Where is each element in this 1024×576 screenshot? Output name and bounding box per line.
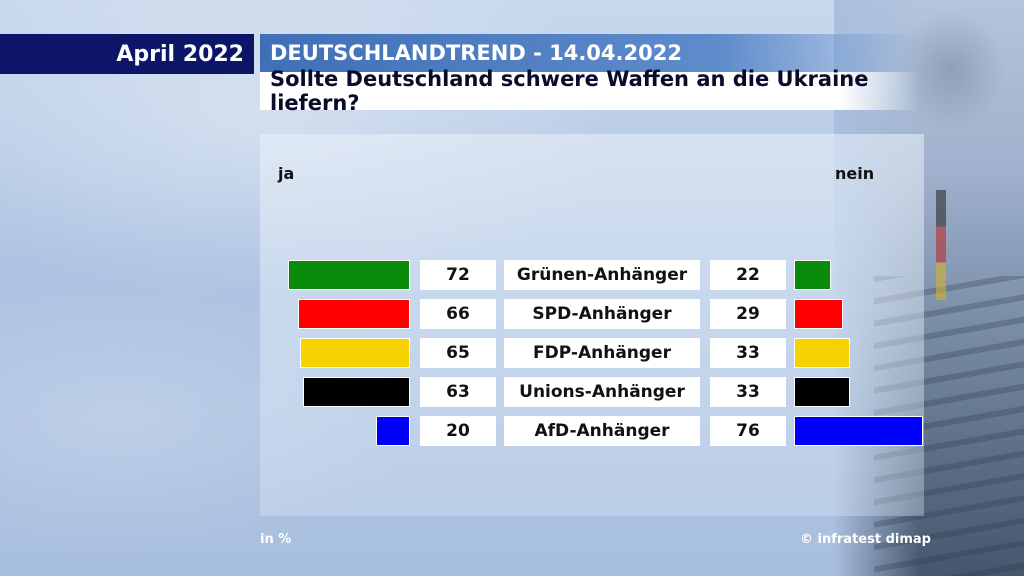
yes-bar: [287, 260, 410, 290]
yes-bar: [297, 299, 410, 329]
yes-bar: [376, 416, 410, 446]
german-flag-icon: [936, 190, 946, 300]
series-title: DEUTSCHLANDTREND - 14.04.2022: [260, 34, 920, 72]
no-bar: [794, 338, 851, 368]
no-bar: [794, 416, 924, 446]
date-badge: April 2022: [0, 34, 254, 74]
no-bar: [794, 260, 832, 290]
category-label: Grünen-Anhänger: [504, 260, 700, 290]
yes-bar: [299, 338, 410, 368]
no-bar: [794, 377, 851, 407]
no-bar: [794, 299, 844, 329]
category-label: FDP-Anhänger: [504, 338, 700, 368]
category-label: SPD-Anhänger: [504, 299, 700, 329]
yes-column-header: ja: [278, 164, 295, 183]
yes-value-label: 65: [420, 338, 496, 368]
no-value-label: 22: [710, 260, 786, 290]
unit-note: in %: [260, 532, 292, 547]
yes-bar: [302, 377, 410, 407]
source-credit: © infratest dimap: [800, 532, 931, 547]
yes-value-label: 66: [420, 299, 496, 329]
no-value-label: 33: [710, 338, 786, 368]
question-title: Sollte Deutschland schwere Waffen an die…: [260, 67, 920, 115]
yes-value-label: 63: [420, 377, 496, 407]
category-label: Unions-Anhänger: [504, 377, 700, 407]
category-label: AfD-Anhänger: [504, 416, 700, 446]
no-value-label: 76: [710, 416, 786, 446]
yes-value-label: 72: [420, 260, 496, 290]
no-value-label: 33: [710, 377, 786, 407]
no-column-header: nein: [835, 164, 875, 183]
yes-value-label: 20: [420, 416, 496, 446]
no-value-label: 29: [710, 299, 786, 329]
